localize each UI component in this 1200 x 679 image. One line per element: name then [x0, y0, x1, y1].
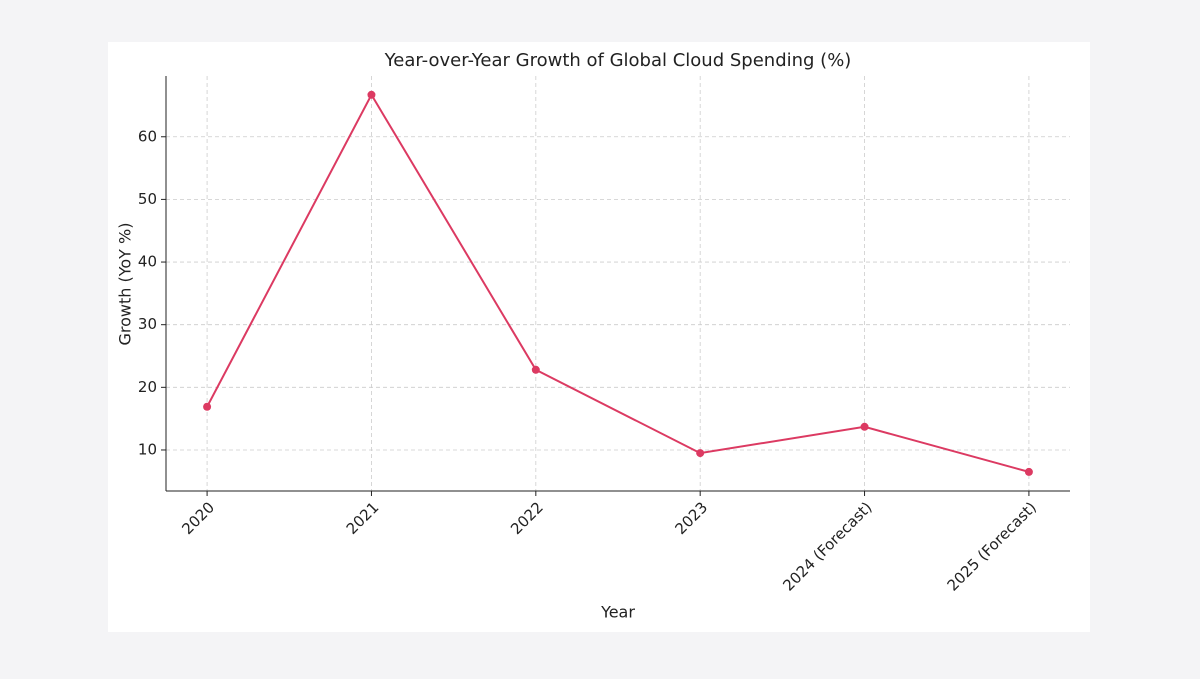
point — [1024, 467, 1033, 476]
chart-card — [108, 42, 1090, 632]
plot — [203, 90, 1033, 476]
point — [367, 90, 376, 99]
point — [203, 402, 212, 411]
point — [860, 422, 869, 431]
chart-title: Year-over-Year Growth of Global Cloud Sp… — [384, 50, 852, 71]
y-tick-label: 10 — [138, 440, 157, 458]
y-tick-label: 30 — [138, 315, 157, 333]
y-tick-label: 50 — [138, 190, 157, 208]
point — [531, 365, 540, 374]
x-axis-label: Year — [600, 603, 635, 622]
y-tick-label: 40 — [138, 253, 157, 271]
series-line — [206, 92, 1030, 473]
y-tick-label: 20 — [138, 378, 157, 396]
y-axis-label: Growth (YoY %) — [116, 223, 135, 346]
point — [696, 449, 705, 458]
y-tick-label: 60 — [138, 127, 157, 145]
